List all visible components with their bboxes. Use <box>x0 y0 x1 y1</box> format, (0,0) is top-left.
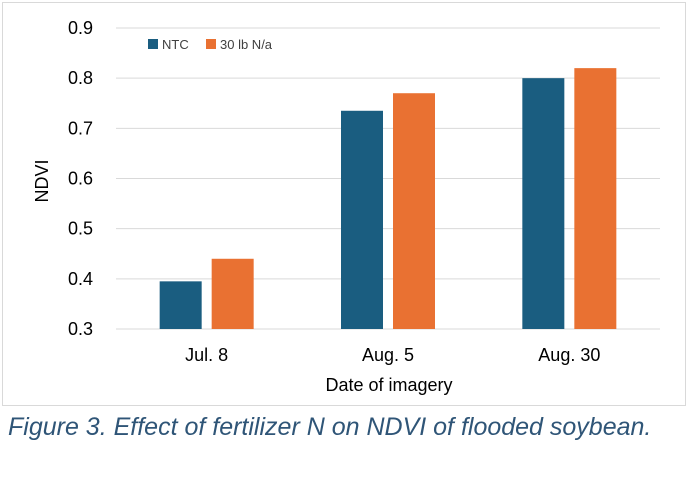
y-tick-label: 0.3 <box>68 319 93 339</box>
bar-ntc-0 <box>159 281 202 329</box>
bar-n30-2 <box>574 68 617 329</box>
tick-labels: 0.3 0.4 0.5 0.6 0.7 0.8 0.9 Jul. 8 Aug. 5 Aug. 30 <box>68 18 600 365</box>
bar-chart: 0.3 0.4 0.5 0.6 0.7 0.8 0.9 Jul. 8 Aug. 5 Aug. 30… <box>32 18 660 395</box>
legend-label: NTC <box>162 37 189 52</box>
y-tick-label: 0.5 <box>68 219 93 239</box>
bar-n30-1 <box>393 93 435 329</box>
y-tick-label: 0.9 <box>68 18 93 38</box>
y-tick-label: 0.4 <box>68 269 93 289</box>
legend-label: 30 lb N/a <box>220 37 273 52</box>
y-axis-title: NDVI <box>32 159 52 202</box>
x-tick-label: Aug. 30 <box>538 345 600 365</box>
x-tick-label: Jul. 8 <box>185 345 228 365</box>
legend: NTC 30 lb N/a <box>148 37 273 52</box>
y-tick-label: 0.7 <box>68 118 93 138</box>
bars <box>159 68 617 330</box>
figure-caption: Figure 3. Effect of fertilizer N on NDVI… <box>8 413 652 441</box>
chart-frame: 0.3 0.4 0.5 0.6 0.7 0.8 0.9 Jul. 8 Aug. 5 Aug. 30… <box>2 2 686 406</box>
legend-swatch <box>148 39 158 49</box>
gridlines <box>116 27 660 330</box>
x-axis-title: Date of imagery <box>325 375 452 395</box>
legend-swatch <box>206 39 216 49</box>
y-tick-label: 0.6 <box>68 169 93 189</box>
bar-ntc-1 <box>341 110 383 330</box>
y-tick-label: 0.8 <box>68 68 93 88</box>
x-tick-label: Aug. 5 <box>362 345 414 365</box>
bar-ntc-2 <box>522 78 565 330</box>
bar-n30-0 <box>211 258 254 329</box>
